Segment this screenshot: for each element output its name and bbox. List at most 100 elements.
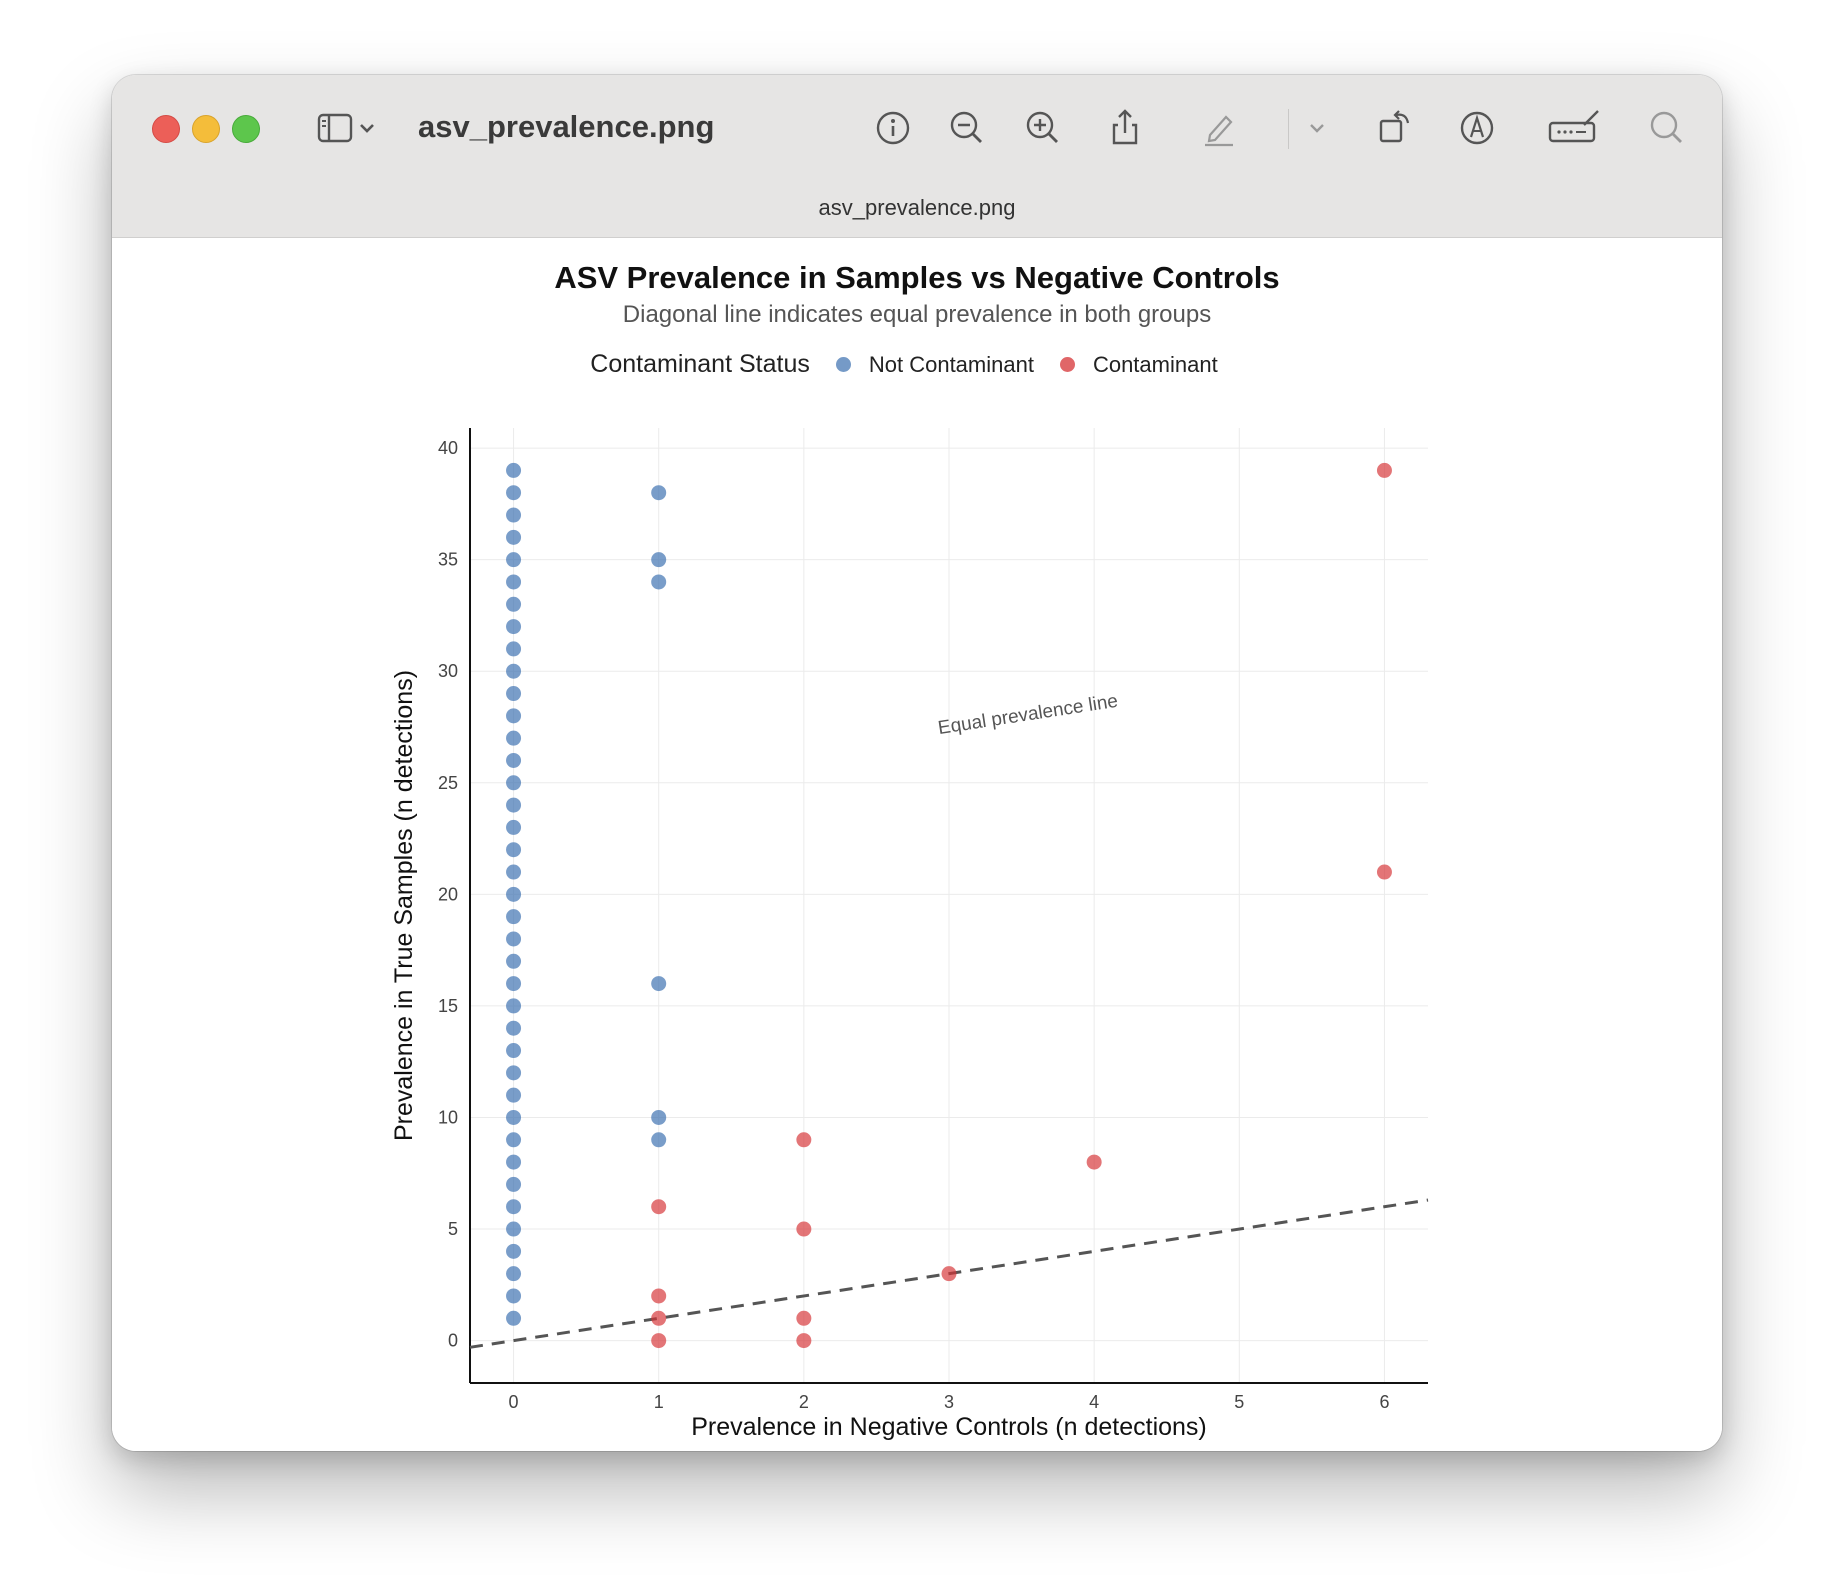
image-canvas: ASV Prevalence in Samples vs Negative Co…: [112, 238, 1722, 1451]
chart-subtitle: Diagonal line indicates equal prevalence…: [622, 301, 1212, 328]
point-not-contaminant: [506, 485, 522, 501]
sidebar-icon[interactable]: [312, 105, 358, 151]
close-window-button[interactable]: [152, 115, 180, 143]
zoom-in-icon[interactable]: [1020, 105, 1066, 151]
legend-item-contaminant: Contaminant: [1059, 351, 1218, 378]
y-tick-label: 30: [438, 661, 458, 681]
point-contaminant: [651, 1310, 667, 1326]
y-tick-label: 35: [438, 550, 458, 570]
tab-title: asv_prevalence.png: [818, 195, 1016, 220]
point-not-contaminant: [506, 730, 522, 746]
point-not-contaminant: [506, 552, 522, 568]
point-not-contaminant: [506, 1243, 522, 1259]
legend-title: Contaminant Status: [590, 350, 810, 378]
y-tick-label: 10: [438, 1107, 458, 1127]
y-tick-label: 25: [438, 773, 458, 793]
point-not-contaminant: [506, 619, 522, 635]
markup-icon[interactable]: [1454, 105, 1500, 151]
point-not-contaminant: [506, 574, 522, 590]
point-not-contaminant: [506, 596, 522, 612]
point-contaminant: [1376, 462, 1392, 478]
point-not-contaminant: [651, 574, 667, 590]
signature-icon[interactable]: [1544, 105, 1604, 151]
title-bar: asv_prevalence.png: [112, 75, 1722, 238]
point-contaminant: [796, 1310, 812, 1326]
point-not-contaminant: [506, 1020, 522, 1036]
preview-window: asv_prevalence.png: [112, 75, 1722, 1451]
point-not-contaminant: [506, 976, 522, 992]
chevron-down-icon[interactable]: [352, 105, 382, 151]
point-not-contaminant: [506, 1154, 522, 1170]
point-not-contaminant: [651, 552, 667, 568]
point-contaminant: [1376, 864, 1392, 880]
x-axis-title: Prevalence in Negative Controls (n detec…: [691, 1413, 1207, 1441]
zoom-out-icon[interactable]: [944, 105, 990, 151]
point-contaminant: [1086, 1154, 1102, 1170]
info-icon[interactable]: [870, 105, 916, 151]
legend-label-not-contaminant: Not Contaminant: [868, 351, 1034, 377]
x-tick-label: 6: [1379, 1392, 1389, 1412]
maximize-window-button[interactable]: [232, 115, 260, 143]
window-title: asv_prevalence.png: [418, 109, 715, 144]
point-contaminant: [941, 1266, 957, 1282]
x-tick-label: 1: [654, 1392, 664, 1412]
point-contaminant: [796, 1132, 812, 1148]
x-tick-label: 3: [944, 1392, 954, 1412]
point-not-contaminant: [506, 1199, 522, 1215]
point-not-contaminant: [506, 1043, 522, 1059]
point-not-contaminant: [506, 708, 522, 724]
point-not-contaminant: [506, 775, 522, 791]
highlight-pen-icon[interactable]: [1196, 105, 1242, 151]
point-contaminant: [651, 1333, 667, 1349]
x-tick-label: 5: [1234, 1392, 1244, 1412]
legend-label-contaminant: Contaminant: [1092, 351, 1218, 377]
point-not-contaminant: [506, 1132, 522, 1148]
y-tick-label: 5: [448, 1219, 458, 1239]
point-not-contaminant: [506, 909, 522, 925]
legend-marker-not-contaminant: [835, 357, 851, 372]
chevron-down-icon[interactable]: [1302, 105, 1332, 151]
point-not-contaminant: [506, 1288, 522, 1304]
point-not-contaminant: [651, 485, 667, 501]
y-tick-label: 0: [448, 1331, 458, 1351]
legend-item-not-contaminant: Not Contaminant: [835, 351, 1034, 378]
chart-title: ASV Prevalence in Samples vs Negative Co…: [554, 260, 1280, 295]
rotate-icon[interactable]: [1372, 105, 1418, 151]
point-contaminant: [651, 1199, 667, 1215]
x-tick-label: 2: [799, 1392, 809, 1412]
equal-prevalence-label: Equal prevalence line: [937, 691, 1120, 739]
point-not-contaminant: [506, 1109, 522, 1125]
point-not-contaminant: [506, 819, 522, 835]
point-not-contaminant: [651, 1132, 667, 1148]
minimize-window-button[interactable]: [192, 115, 220, 143]
point-contaminant: [651, 1288, 667, 1304]
point-not-contaminant: [506, 663, 522, 679]
point-not-contaminant: [506, 953, 522, 969]
y-axis-title: Prevalence in True Samples (n detections…: [390, 670, 418, 1141]
point-not-contaminant: [506, 1266, 522, 1282]
point-not-contaminant: [506, 1065, 522, 1081]
point-not-contaminant: [506, 1221, 522, 1237]
point-contaminant: [796, 1333, 812, 1349]
point-contaminant: [796, 1221, 812, 1237]
y-tick-label: 15: [438, 996, 458, 1016]
point-not-contaminant: [506, 529, 522, 545]
y-tick-label: 20: [438, 884, 458, 904]
point-not-contaminant: [506, 641, 522, 657]
point-not-contaminant: [506, 462, 522, 478]
legend-marker-contaminant: [1059, 357, 1075, 372]
point-not-contaminant: [506, 1087, 522, 1103]
point-not-contaminant: [506, 507, 522, 523]
point-not-contaminant: [506, 752, 522, 768]
share-icon[interactable]: [1102, 105, 1148, 151]
toolbar-separator: [1288, 109, 1289, 149]
point-not-contaminant: [506, 931, 522, 947]
y-tick-label: 40: [438, 438, 458, 458]
point-not-contaminant: [506, 1310, 522, 1326]
point-not-contaminant: [651, 1109, 667, 1125]
point-not-contaminant: [506, 842, 522, 858]
point-not-contaminant: [506, 864, 522, 880]
search-icon[interactable]: [1644, 105, 1690, 151]
point-not-contaminant: [506, 686, 522, 702]
point-not-contaminant: [506, 797, 522, 813]
